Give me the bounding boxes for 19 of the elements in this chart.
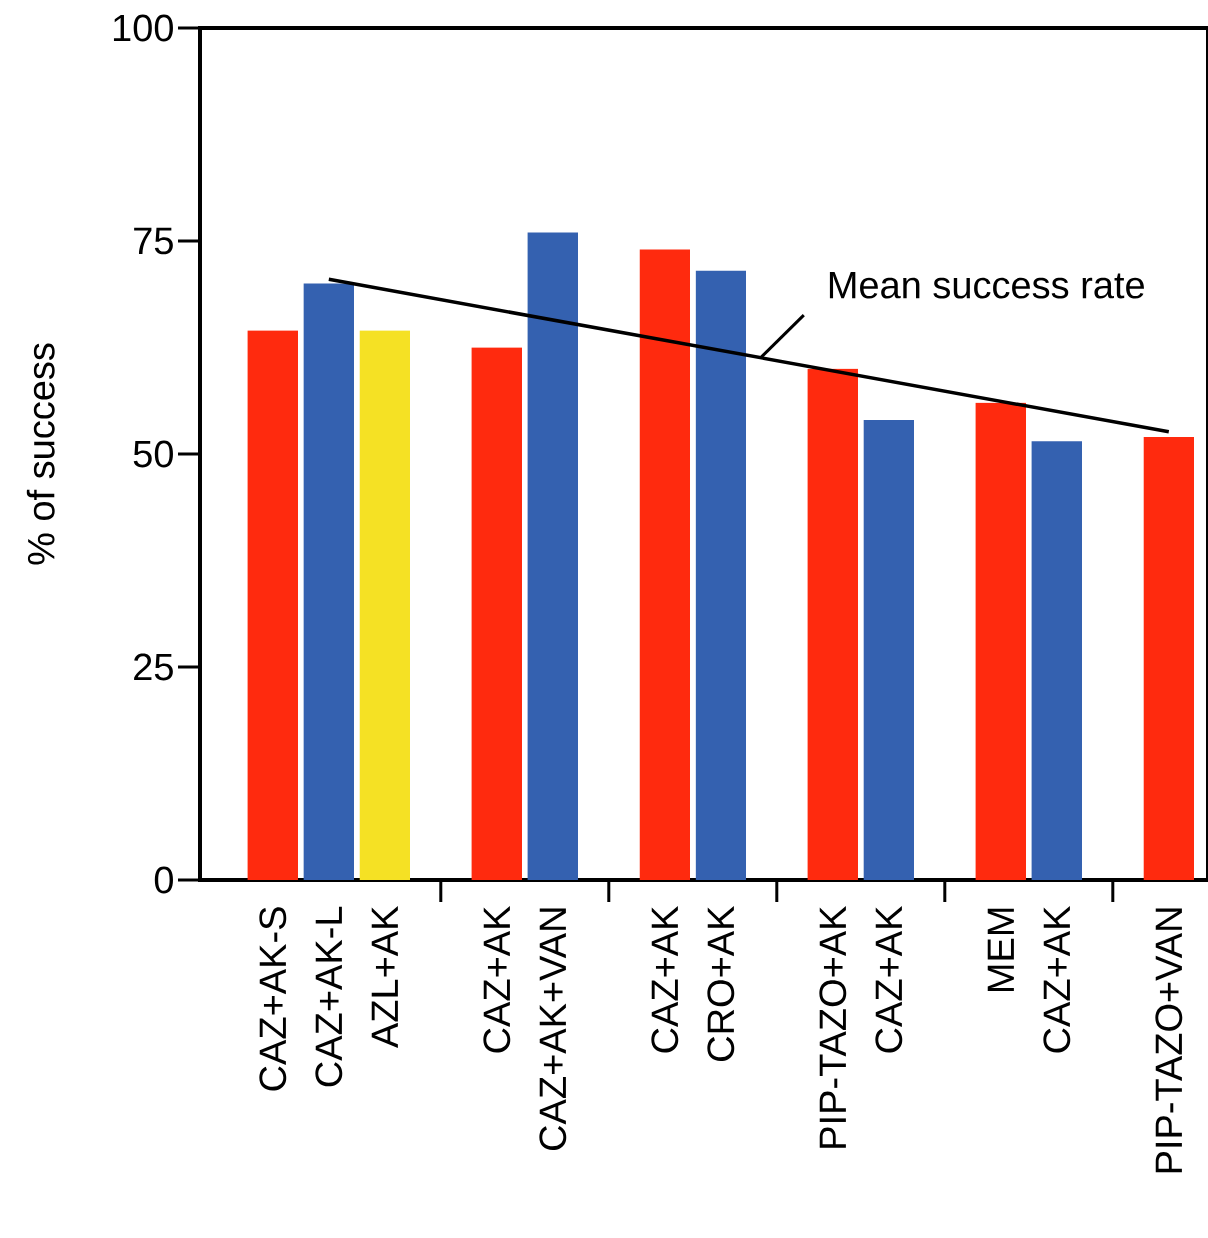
x-tick-label: PIP-TAZO+AK: [819, 905, 847, 1148]
y-tick-label: 0: [154, 866, 173, 894]
x-tick-label: CAZ+AK+VAN: [539, 908, 567, 1150]
x-tick-label: MEM: [987, 908, 1014, 992]
x-tick-label: CRO+AK: [707, 905, 735, 1061]
y-tick-label: 75: [134, 227, 173, 255]
x-tick-label: AZL+AK: [371, 905, 398, 1049]
x-tick-label: CAZ+AK: [483, 905, 511, 1053]
series-label: Mean success rate: [829, 272, 1144, 299]
x-tick-label: PIP-TAZO+VAN: [1155, 908, 1183, 1173]
y-tick-label: 25: [134, 653, 173, 681]
x-tick-label: CAZ+AK-L: [315, 906, 343, 1087]
y-axis-title: % of success: [26, 343, 55, 565]
x-tick-label: CAZ+AK-S: [259, 907, 287, 1091]
y-tick-label: 50: [133, 440, 173, 468]
x-tick-label: CAZ+AK: [1043, 905, 1071, 1053]
y-tick-label: 100: [113, 14, 173, 42]
x-tick-label: CAZ+AK: [651, 905, 679, 1053]
x-tick-label: CAZ+AK: [875, 905, 903, 1053]
